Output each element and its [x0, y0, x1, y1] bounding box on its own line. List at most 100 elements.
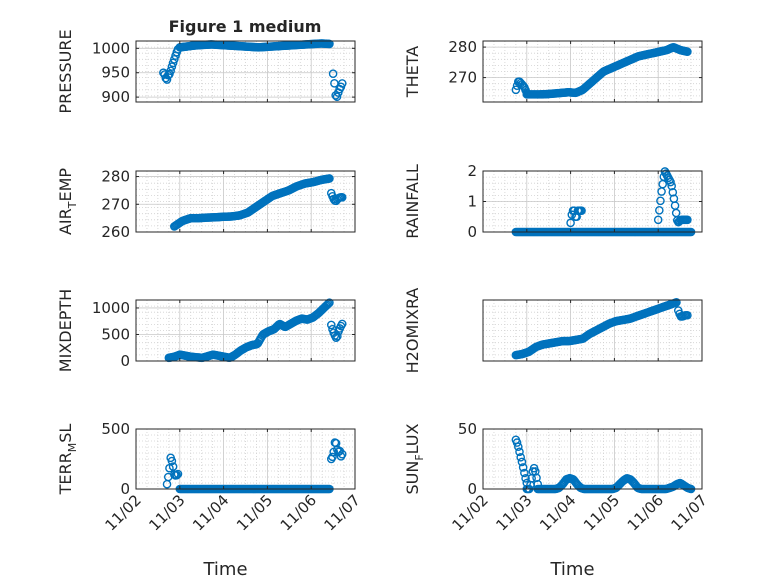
data-point — [566, 218, 575, 228]
subplot-mixdepth: 0 500 1000 MIXDEPTH — [56, 289, 356, 372]
axes-box — [135, 299, 356, 362]
data-point — [683, 310, 692, 320]
x-tick-label: 11/07 — [668, 491, 711, 534]
data-point — [332, 92, 342, 102]
y-tick-label: 2 — [467, 162, 477, 180]
axes-box — [482, 40, 703, 103]
y-tick-label: 0 — [120, 352, 130, 370]
y-tick-label: 1 — [467, 193, 477, 211]
axes-box — [135, 40, 356, 103]
subplot-rainfall: 0 1 2 RAINFALL — [403, 162, 703, 241]
data-point — [331, 91, 341, 100]
axes-box — [482, 428, 703, 490]
data-point — [167, 456, 177, 466]
y-tick-label: 0 — [120, 480, 130, 498]
x-tick-label: 11/07 — [321, 491, 364, 534]
data-point — [521, 474, 530, 483]
y-tick-label: 280 — [448, 38, 477, 56]
x-tick-label: 11/06 — [624, 491, 667, 534]
y-tick-label: 0 — [467, 480, 477, 498]
data-point — [683, 47, 692, 56]
y-tick-label: 260 — [101, 223, 130, 241]
y-tick-label: 500 — [101, 325, 130, 343]
data-point — [162, 479, 172, 489]
data-point — [672, 298, 681, 307]
data-point — [337, 319, 347, 329]
data-point — [518, 81, 528, 91]
data-point — [325, 298, 334, 307]
x-axis-label: Time — [549, 559, 594, 580]
data-point — [167, 62, 177, 71]
x-tick-label: 11/05 — [580, 491, 623, 534]
data-point — [671, 208, 681, 218]
y-axis-label: SUNFLUX — [403, 423, 426, 494]
x-tick-label: 11/03 — [145, 491, 188, 534]
y-axis-label: AIRTEMP — [56, 168, 79, 235]
x-tick-label: 11/06 — [277, 491, 320, 534]
data-point — [168, 462, 178, 471]
y-tick-label: 280 — [101, 168, 130, 186]
data-point — [166, 66, 175, 76]
data-point — [653, 215, 663, 225]
y-axis-label: THETA — [403, 46, 422, 98]
data-point — [657, 187, 666, 196]
y-tick-label: 50 — [458, 420, 477, 438]
y-axis-label: RAINFALL — [403, 164, 422, 239]
data-point — [516, 452, 526, 462]
data-point — [666, 177, 675, 187]
data-point — [173, 469, 183, 479]
data-point — [683, 215, 692, 225]
data-point — [656, 196, 665, 206]
x-tick-label: 11/04 — [189, 491, 232, 534]
data-point — [328, 69, 338, 78]
subplot-pressure: 900 950 1000 PRESSURE — [56, 29, 356, 114]
x-tick-label: 11/04 — [536, 491, 579, 534]
figure-title: Figure 1 medium — [169, 17, 322, 36]
y-tick-label: 0 — [467, 223, 477, 241]
y-tick-label: 900 — [101, 88, 130, 106]
y-tick-label: 500 — [101, 420, 130, 438]
data-point — [163, 70, 173, 80]
data-point — [517, 457, 527, 467]
data-point — [325, 39, 334, 49]
data-point — [518, 463, 528, 472]
data-point — [325, 174, 334, 183]
data-point — [670, 201, 680, 210]
data-point — [515, 447, 524, 457]
data-point — [520, 468, 529, 478]
data-point — [322, 300, 332, 310]
y-tick-label: 1000 — [92, 299, 130, 317]
axes-box — [482, 299, 703, 362]
y-axis-label: MIXDEPTH — [56, 289, 75, 372]
y-axis-label: TERRMSL — [56, 424, 79, 496]
data-point — [658, 179, 667, 189]
data-point — [326, 320, 336, 330]
subplot-h2omixra: H2OMIXRA — [403, 288, 703, 374]
data-point — [668, 188, 678, 197]
data-point — [513, 442, 523, 452]
data-point — [667, 181, 676, 191]
x-tick-label: 11/03 — [492, 491, 535, 534]
data-point — [512, 438, 522, 447]
x-tick-label: 11/05 — [233, 491, 276, 534]
y-axis-label: H2OMIXRA — [403, 288, 422, 374]
y-tick-label: 1000 — [92, 39, 130, 57]
data-point — [577, 206, 586, 215]
data-point — [168, 58, 178, 68]
data-point — [337, 193, 347, 202]
data-point — [655, 205, 664, 215]
data-point — [511, 85, 521, 95]
data-point — [337, 449, 347, 459]
data-point — [337, 79, 347, 88]
data-point — [333, 331, 342, 341]
y-tick-label: 270 — [101, 195, 130, 213]
data-point — [172, 470, 182, 480]
y-tick-label: 950 — [101, 64, 130, 82]
axes-box — [135, 428, 356, 490]
y-tick-label: 270 — [448, 69, 477, 87]
subplot-theta: 270 280 THETA — [403, 38, 703, 103]
